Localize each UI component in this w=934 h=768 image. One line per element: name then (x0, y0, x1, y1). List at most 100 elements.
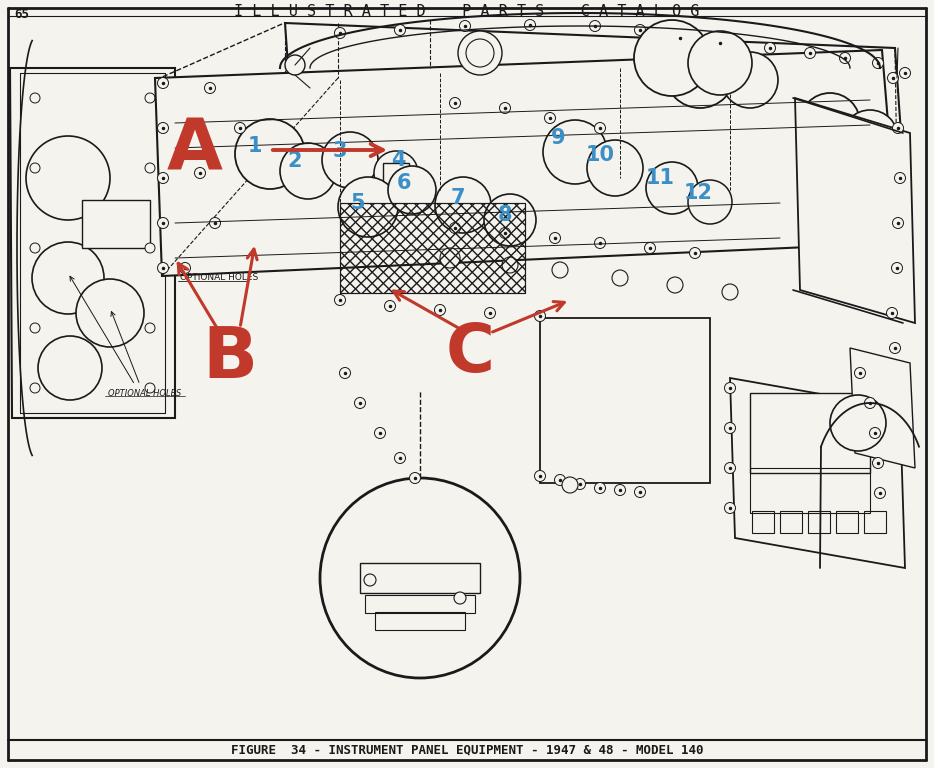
Circle shape (865, 398, 875, 409)
Circle shape (895, 173, 905, 184)
Circle shape (893, 123, 903, 134)
Circle shape (874, 488, 885, 498)
Circle shape (38, 336, 102, 400)
Circle shape (30, 323, 40, 333)
Circle shape (634, 20, 710, 96)
Circle shape (800, 93, 860, 153)
Circle shape (855, 368, 866, 379)
Circle shape (722, 284, 738, 300)
Circle shape (355, 398, 365, 409)
Circle shape (674, 32, 686, 44)
Circle shape (552, 262, 568, 278)
Circle shape (830, 395, 886, 451)
Bar (808, 511, 830, 533)
Bar (780, 511, 802, 533)
Circle shape (145, 383, 155, 393)
Circle shape (76, 279, 144, 347)
Circle shape (334, 294, 346, 306)
Text: OPTIONAL HOLES: OPTIONAL HOLES (180, 273, 258, 283)
Circle shape (574, 478, 586, 489)
Text: I L L U S T R A T E D    P A R T S    C A T A L O G: I L L U S T R A T E D P A R T S C A T A … (234, 5, 700, 19)
Circle shape (158, 78, 168, 88)
Circle shape (394, 452, 405, 464)
Text: 9: 9 (551, 128, 565, 148)
Circle shape (870, 428, 881, 439)
Circle shape (595, 482, 605, 494)
Bar (340, 203, 525, 293)
Circle shape (145, 163, 155, 173)
Circle shape (409, 472, 420, 484)
Bar (383, 163, 409, 185)
Circle shape (320, 478, 520, 678)
Circle shape (322, 132, 378, 188)
Circle shape (205, 82, 216, 94)
Circle shape (158, 263, 168, 273)
Circle shape (725, 422, 735, 433)
Circle shape (375, 428, 386, 439)
Circle shape (842, 110, 898, 166)
Polygon shape (285, 23, 908, 233)
Circle shape (887, 72, 899, 84)
Circle shape (280, 143, 336, 199)
Circle shape (886, 307, 898, 319)
Circle shape (158, 217, 168, 229)
Text: OPTIONAL HOLES: OPTIONAL HOLES (108, 389, 181, 398)
Circle shape (30, 383, 40, 393)
Text: 4: 4 (390, 150, 405, 170)
Circle shape (549, 233, 560, 243)
Text: 12: 12 (684, 183, 713, 203)
Circle shape (722, 52, 778, 108)
Circle shape (434, 304, 446, 316)
Circle shape (525, 19, 535, 31)
Circle shape (235, 119, 305, 189)
Circle shape (209, 217, 220, 229)
Circle shape (562, 477, 578, 493)
Circle shape (234, 123, 246, 134)
Circle shape (634, 486, 645, 498)
Circle shape (26, 136, 110, 220)
Circle shape (458, 31, 502, 75)
Circle shape (689, 247, 700, 259)
Circle shape (484, 194, 536, 246)
Circle shape (872, 458, 884, 468)
Circle shape (889, 343, 900, 353)
Circle shape (545, 112, 556, 124)
Circle shape (339, 368, 350, 379)
Text: 11: 11 (645, 168, 674, 188)
Circle shape (30, 163, 40, 173)
Text: 65: 65 (15, 8, 30, 21)
Polygon shape (10, 68, 175, 418)
Circle shape (589, 21, 601, 31)
Circle shape (158, 173, 168, 184)
Bar (750, 393, 870, 473)
Circle shape (804, 48, 815, 58)
Circle shape (500, 227, 511, 239)
Circle shape (534, 471, 545, 482)
Bar (360, 563, 480, 593)
Bar (365, 595, 475, 613)
Circle shape (612, 270, 628, 286)
Circle shape (338, 177, 398, 237)
Circle shape (688, 31, 752, 95)
Circle shape (893, 217, 903, 229)
Circle shape (145, 243, 155, 253)
Circle shape (891, 263, 902, 273)
Circle shape (449, 98, 460, 108)
Bar (82, 200, 150, 248)
Bar (836, 511, 858, 533)
Circle shape (30, 243, 40, 253)
Text: 5: 5 (350, 193, 365, 213)
Circle shape (688, 180, 732, 224)
Polygon shape (795, 98, 915, 323)
Text: 7: 7 (451, 188, 465, 208)
Circle shape (449, 223, 460, 233)
Circle shape (646, 162, 698, 214)
Circle shape (460, 21, 471, 31)
Circle shape (285, 55, 305, 75)
Circle shape (334, 28, 346, 38)
Circle shape (435, 177, 491, 233)
Circle shape (485, 307, 496, 319)
Circle shape (388, 166, 436, 214)
Bar (540, 318, 710, 483)
Bar (375, 612, 465, 630)
